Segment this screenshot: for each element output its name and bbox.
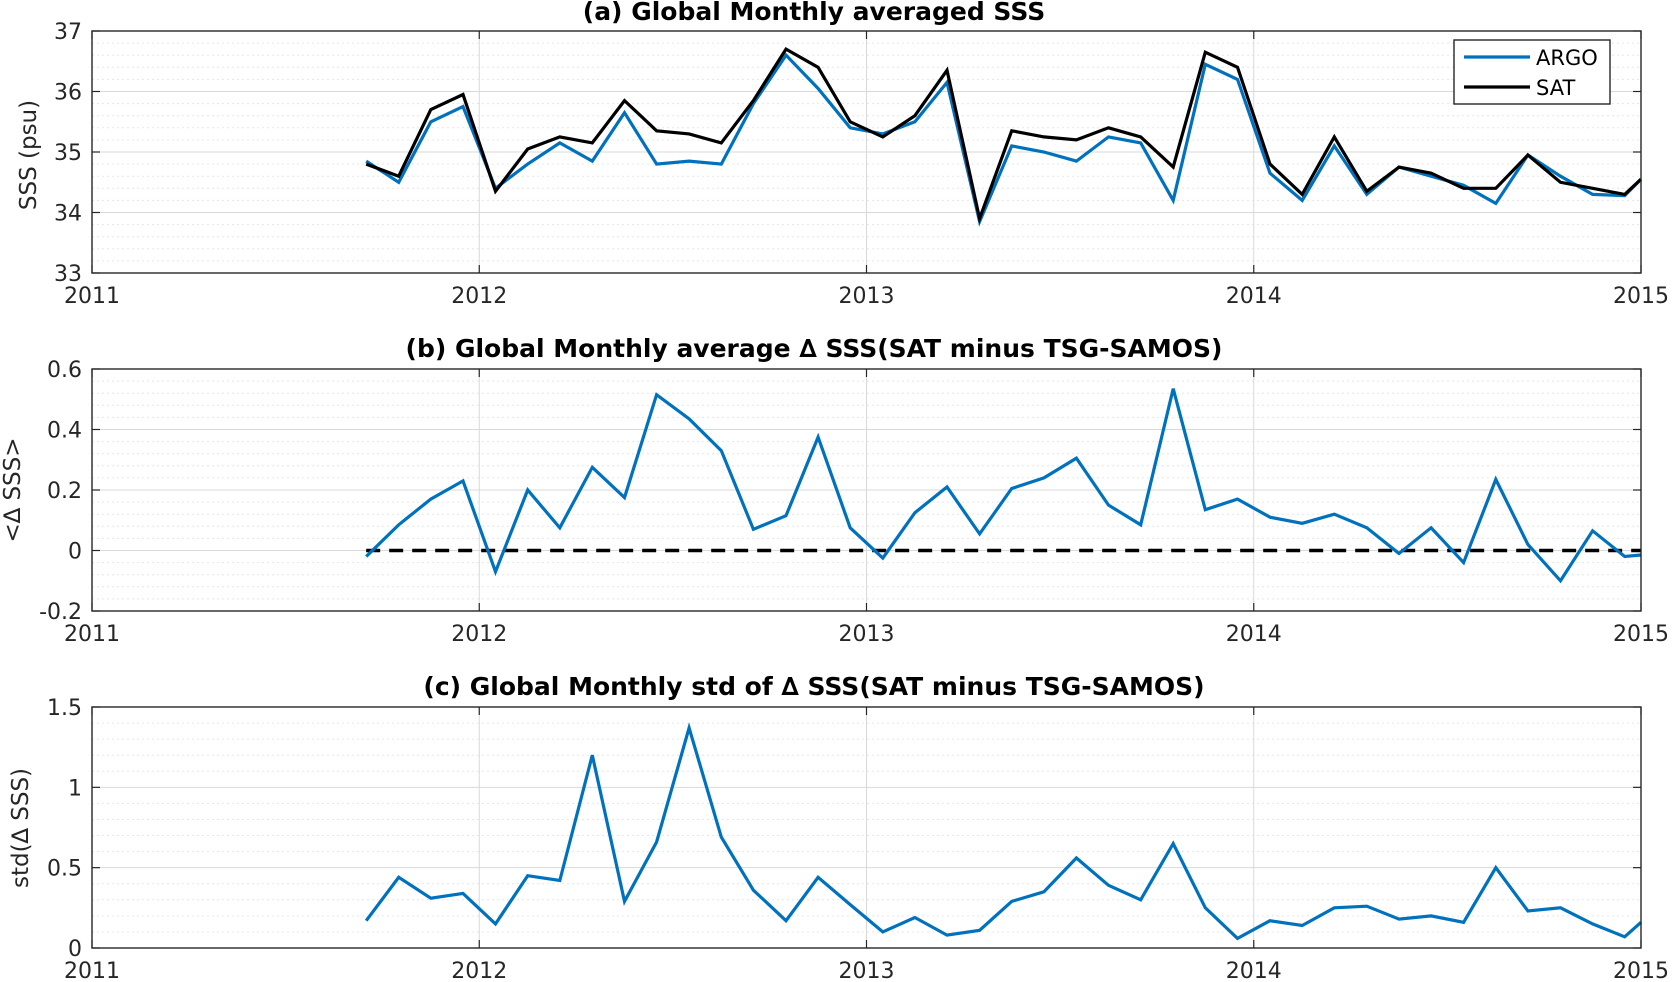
panel-c-title: (c) Global Monthly std of ∆ SSS(SAT minu… [423,672,1204,701]
panel-a-y-tick-label: 35 [54,141,82,166]
panel-c-y-tick-label: 0.5 [47,857,82,882]
panel-c-axes-box [91,706,1642,949]
panel-c-y-tick-label: 1 [68,776,82,801]
panel-c-y-axis-label: std(∆ SSS) [8,768,34,888]
panel-b-axes-box [91,368,1642,612]
panel-c-grid [91,706,1642,949]
panel-b-y-tick-label: 0.2 [47,479,82,504]
panel-a-y-tick-label: 33 [54,262,82,287]
panel-a-sat-line [365,46,1643,225]
panel-a-y-tick-label: 34 [54,202,82,227]
panel-c-x-tick-label: 2012 [451,959,507,982]
panel-b-y-axis-label: <∆ SSS> [0,437,26,542]
panel-a-x-tick-label: 2015 [1613,284,1669,309]
panel-b-y-tick-label: 0.4 [47,419,82,444]
panel-b-x-tick-label: 2014 [1226,622,1282,647]
panel-a-tick-labels: 2011 2012 2013 2014 2015 33 34 35 36 37 [54,20,1669,309]
panel-a-y-axis-label: SSS (psu) [16,100,42,210]
legend-label-argo: ARGO [1536,46,1598,70]
panel-a-title: (a) Global Monthly averaged SSS [583,0,1045,26]
panel-b-chart: (b) Global Monthly average ∆ SSS(SAT min… [0,334,1669,647]
panel-b-y-tick-label: -0.2 [39,600,82,625]
panel-a-y-tick-label: 36 [54,81,82,106]
panel-b-y-tick-label: 0.6 [47,358,82,383]
panel-b-grid [91,368,1642,612]
panel-b-x-tick-label: 2015 [1613,622,1669,647]
panel-a-chart: (a) Global Monthly averaged SSS SSS (psu… [16,0,1669,309]
panel-b-tick-labels: 2011 2012 2013 2014 2015 -0.2 0 0.2 0.4 0.6 [39,358,1669,647]
panel-a-axes-box [91,30,1642,274]
panel-b-x-tick-label: 2012 [451,622,507,647]
panel-b-series-0-line [365,388,1642,584]
panel-b-y-tick-label: 0 [68,540,82,565]
panel-c-x-tick-label: 2014 [1226,959,1282,982]
panel-a-x-tick-label: 2014 [1226,284,1282,309]
legend-label-sat: SAT [1536,76,1575,100]
panel-c-x-tick-label: 2013 [839,959,895,982]
panel-a-x-tick-label: 2013 [839,284,895,309]
panel-c-y-tick-label: 1.5 [47,696,82,721]
panel-b-x-tick-label: 2011 [64,622,120,647]
panel-a-y-tick-label: 37 [54,20,82,45]
panel-a-x-tick-label: 2012 [451,284,507,309]
panel-a-x-tick-label: 2011 [64,284,120,309]
panel-a-legend: ARGO SAT [1453,39,1611,105]
panel-c-chart: (c) Global Monthly std of ∆ SSS(SAT minu… [8,672,1669,982]
panel-c-series-0-line [364,722,1643,941]
panel-a-grid [91,30,1642,274]
legend-box [1453,39,1611,105]
panel-b-title: (b) Global Monthly average ∆ SSS(SAT min… [406,334,1223,363]
panel-c-y-tick-label: 0 [68,937,82,962]
panel-c-x-tick-label: 2011 [64,959,120,982]
panel-b-x-tick-label: 2013 [839,622,895,647]
panel-c-tick-labels: 2011 2012 2013 2014 2015 0 0.5 1 1.5 [47,696,1669,982]
panel-c-x-tick-label: 2015 [1613,959,1669,982]
